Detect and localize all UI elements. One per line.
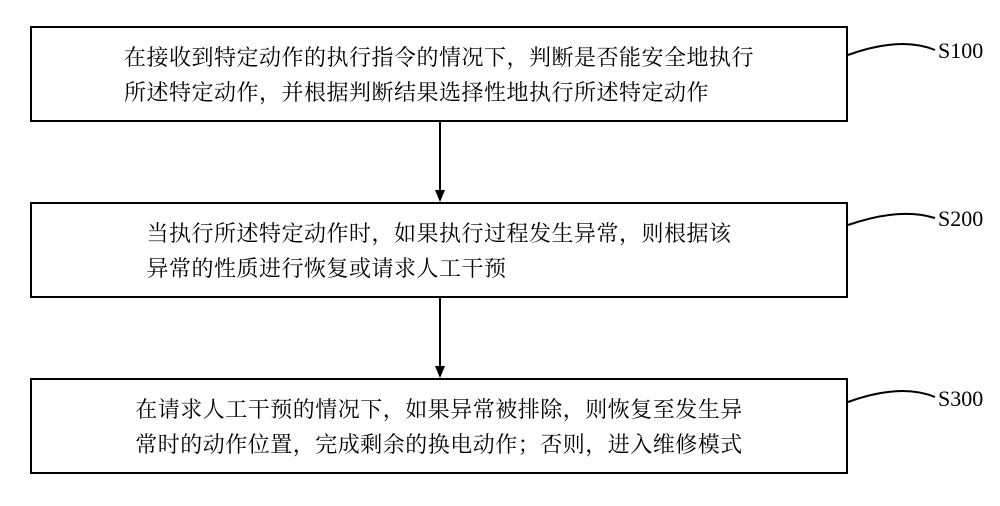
flowchart-canvas: 在接收到特定动作的执行指令的情况下，判断是否能安全地执行 所述特定动作，并根据判… <box>0 0 1000 506</box>
label-connector-0 <box>848 44 935 55</box>
step-label-s200: S200 <box>938 206 983 232</box>
flowchart-node-s200: 当执行所述特定动作时，如果执行过程发生异常，则根据该 异常的性质进行恢复或请求人… <box>30 202 848 298</box>
label-connector-1 <box>848 214 935 225</box>
label-connector-2 <box>848 391 935 402</box>
node-text: 在请求人工干预的情况下，如果异常被排除，则恢复至发生异 常时的动作位置，完成剩余… <box>135 391 743 461</box>
node-text: 当执行所述特定动作时，如果执行过程发生异常，则根据该 异常的性质进行恢复或请求人… <box>146 215 731 285</box>
step-label-s100: S100 <box>938 38 983 64</box>
flowchart-node-s300: 在请求人工干预的情况下，如果异常被排除，则恢复至发生异 常时的动作位置，完成剩余… <box>30 378 848 474</box>
step-label-s300: S300 <box>938 386 983 412</box>
flowchart-node-s100: 在接收到特定动作的执行指令的情况下，判断是否能安全地执行 所述特定动作，并根据判… <box>30 26 848 122</box>
node-text: 在接收到特定动作的执行指令的情况下，判断是否能安全地执行 所述特定动作，并根据判… <box>124 39 754 109</box>
